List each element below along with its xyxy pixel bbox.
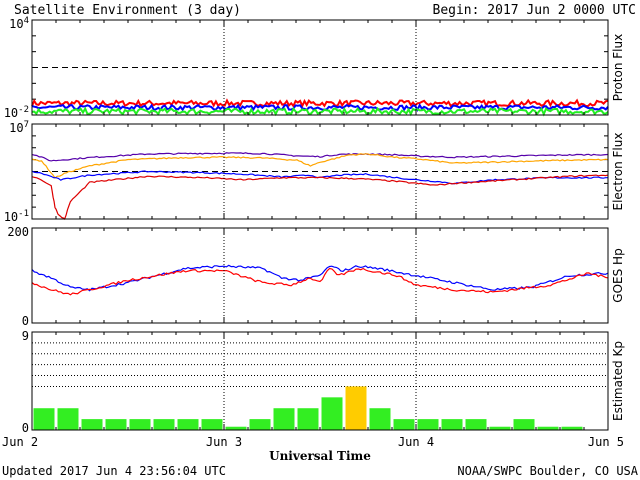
kp-bar [57,408,79,430]
y-tick-label: 0 [22,421,29,435]
kp-bar [489,426,511,430]
estimated-kp-panel: 9 0 Estimated Kp [22,329,625,435]
updated-time: Updated 2017 Jun 4 23:56:04 UTC [2,464,226,478]
plot-title: Satellite Environment (3 day) [14,3,241,18]
series-line [31,174,609,220]
begin-time: Begin: 2017 Jun 2 0000 UTC [433,3,637,18]
y-tick-label: 10-2 [4,105,29,120]
panel-frame [31,123,609,220]
kp-bar [297,408,319,430]
y-tick-base: 10 [9,17,23,31]
series-line [31,98,609,109]
x-tick-label: Jun 5 [588,435,624,449]
x-axis-label: Universal Time [269,449,371,463]
y-tick-exponent: 7 [24,120,29,130]
kp-bar [177,419,199,430]
kp-bar [537,426,559,430]
kp-bar [441,419,463,430]
kp-bar [561,426,583,430]
kp-bar [33,408,55,430]
goes-hp-panel: 200 0 GOES Hp [7,225,625,328]
kp-bar [249,419,271,430]
y-axis-label: GOES Hp [611,248,625,302]
y-tick-label: 0 [22,314,29,328]
kp-bar [345,386,367,430]
kp-bar [225,426,247,430]
kp-bar [153,419,175,430]
kp-bar [369,408,391,430]
y-tick-exponent: 4 [24,16,29,26]
panel-frame [31,331,609,431]
y-axis-label: Electron Flux [611,133,625,211]
y-tick-exponent: -1 [18,209,29,219]
credit: NOAA/SWPC Boulder, CO USA [457,464,638,478]
x-axis: Jun 2 Jun 3 Jun 4 Jun 5 [2,435,624,449]
x-tick-label: Jun 3 [206,435,242,449]
kp-bar [321,397,343,430]
y-tick-label: 104 [9,16,29,31]
kp-bar [81,419,103,430]
series-line [31,267,609,296]
series-line [31,153,609,179]
y-tick-label: 9 [22,329,29,343]
y-tick-label: 10-1 [4,209,29,224]
kp-bar [513,419,535,430]
kp-bar [105,419,127,430]
y-tick-base: 10 [4,210,18,224]
x-tick-label: Jun 4 [398,435,434,449]
kp-bar [393,419,415,430]
series-line [31,152,609,162]
series-line [31,102,609,112]
y-axis-label: Estimated Kp [611,341,625,421]
series-line [31,264,609,292]
kp-bar [465,419,487,430]
kp-bar [417,419,439,430]
y-tick-exponent: -2 [18,105,29,115]
y-tick-base: 10 [9,121,23,135]
kp-bar [273,408,295,430]
panel-frame [31,19,609,116]
y-tick-base: 10 [4,106,18,120]
y-tick-label: 200 [7,225,29,239]
y-axis-label: Proton Flux [611,34,625,101]
kp-bar [129,419,151,430]
y-tick-label: 107 [9,120,29,135]
kp-bar [201,419,223,430]
x-tick-label: Jun 2 [2,435,38,449]
